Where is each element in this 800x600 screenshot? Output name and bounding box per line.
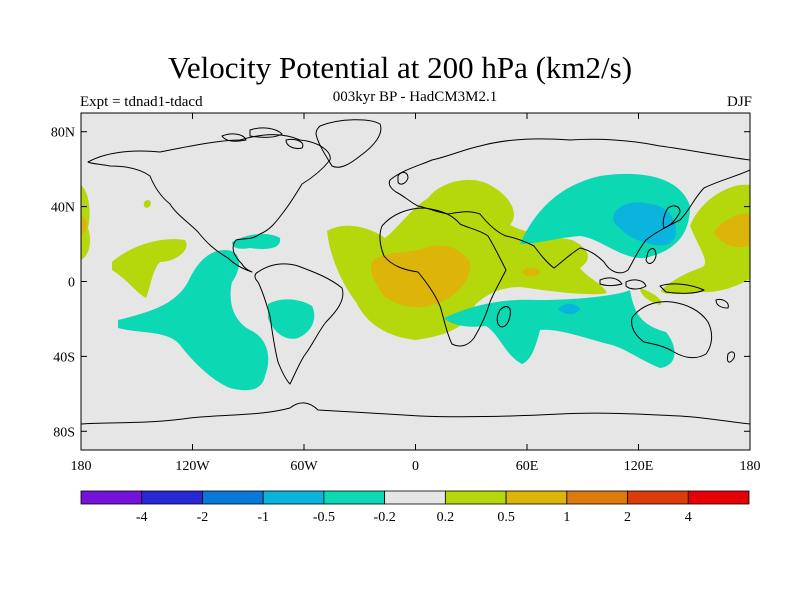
coastline-australia — [631, 301, 713, 359]
positive-region-indonesia — [640, 288, 662, 305]
negative-core-east-asia — [613, 202, 676, 246]
coastlines — [81, 119, 750, 425]
strong-positive-region-west-pacific — [714, 213, 750, 248]
negative-region-caribbean — [232, 233, 281, 249]
colorbar-label: -0.5 — [313, 510, 335, 525]
colorbar-swatch — [566, 490, 628, 505]
chart-title: Velocity Potential at 200 hPa (km2/s) — [167, 50, 633, 85]
colorbar-swatch — [505, 490, 568, 505]
coastline-antarctica — [81, 402, 750, 425]
lat-tick-label: 0 — [68, 276, 75, 291]
lat-tick-label: 40S — [53, 350, 75, 365]
colorbar-swatch — [687, 490, 750, 505]
coastline-new-zealand — [727, 351, 735, 363]
colorbar-swatch — [627, 490, 689, 505]
coastline-africa — [379, 207, 507, 347]
colorbar-label: -0.2 — [374, 510, 396, 525]
lat-tick-label: 40N — [51, 201, 75, 216]
strong-positive-region-east-africa — [522, 267, 540, 277]
lon-tick-label: 120E — [624, 459, 654, 474]
positive-region-west-pacific — [660, 184, 750, 294]
colorbar-swatch — [323, 490, 386, 505]
colorbar-label: -4 — [136, 510, 148, 525]
contour-fields — [81, 173, 750, 391]
coastline-british-isles — [397, 171, 409, 185]
colorbar-label: -1 — [257, 510, 269, 525]
colorbar-swatch — [262, 490, 325, 505]
coastline-greenland — [315, 119, 382, 168]
negative-region-indian-ocean — [444, 290, 675, 368]
lon-tick-label: 60W — [290, 459, 318, 474]
colorbar-label: 2 — [624, 510, 631, 525]
chart-subtitle: 003kyr BP - HadCM3M2.1 — [332, 89, 498, 105]
coastline-north-america — [87, 134, 331, 273]
lon-tick-label: 0 — [412, 459, 419, 474]
experiment-label: Expt = tdnad1-tdacd — [80, 94, 203, 110]
coastline-eurasia — [388, 138, 750, 274]
colorbar-label: 0.5 — [497, 510, 515, 525]
strong-positive-region-africa — [370, 245, 471, 308]
season-label: DJF — [726, 94, 752, 110]
colorbar: -4 -2 -1 -0.5 -0.2 0.2 0.5 1 2 4 — [80, 490, 750, 525]
coastline-south-america — [254, 263, 344, 385]
coastline-madagascar — [496, 306, 511, 328]
lon-tick-label: 60E — [516, 459, 539, 474]
positive-region-north-pacific — [143, 200, 151, 208]
colorbar-swatch — [444, 490, 507, 505]
colorbar-label: 1 — [563, 510, 570, 525]
colorbar-swatch — [202, 490, 264, 505]
colorbar-label: 0.2 — [437, 510, 455, 525]
lon-tick-label: 120W — [175, 459, 210, 474]
colorbar-swatch — [80, 490, 143, 505]
lon-tick-label: 180 — [740, 459, 761, 474]
lat-tick-label: 80N — [51, 126, 75, 141]
colorbar-label: -2 — [197, 510, 209, 525]
coastline-maritime-continent — [599, 248, 729, 309]
negative-core-indian-ocean — [558, 303, 580, 315]
coastline-arctic-islands — [221, 127, 304, 149]
colorbar-label: 4 — [685, 510, 692, 525]
lon-tick-label: 180 — [71, 459, 92, 474]
negative-region-south-pacific — [118, 250, 269, 391]
colorbar-swatch — [384, 490, 446, 505]
colorbar-swatch — [141, 490, 203, 505]
negative-region-south-america — [268, 299, 315, 339]
lat-tick-label: 80S — [53, 425, 75, 440]
axis-ticks: 80N 40N 0 40S 80S 180 120W 60W 0 60E 120E 180 — [51, 113, 761, 474]
strong-positive-region-dateline — [81, 214, 87, 236]
positive-region-east-pacific — [112, 239, 187, 298]
coastline-japan — [662, 205, 681, 229]
